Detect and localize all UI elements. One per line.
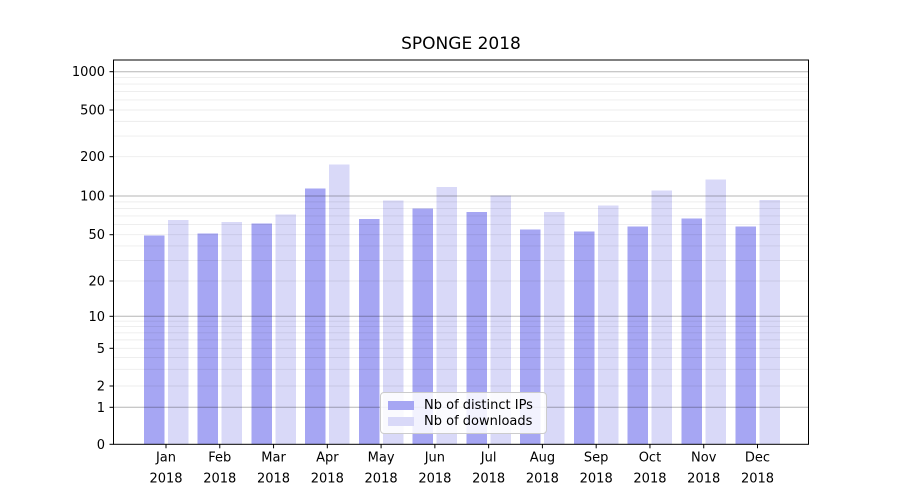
x-tick-label-month-feb: Feb	[208, 450, 231, 465]
x-tick-label-year-dec: 2018	[741, 471, 774, 486]
x-tick-label-month-sep: Sep	[584, 450, 609, 465]
x-tick-label-year-jun: 2018	[418, 471, 451, 486]
legend-label-distinct-ips: Nb of distinct IPs	[424, 398, 533, 413]
bar-ips-nov	[681, 218, 702, 445]
bar-downloads-jul	[490, 195, 511, 445]
bar-downloads-feb	[221, 221, 243, 445]
bar-ips-jul	[466, 212, 487, 445]
y-tick-label-500: 500	[80, 104, 105, 119]
bar-downloads-nov	[705, 179, 726, 445]
x-tick-label-year-oct: 2018	[633, 471, 666, 486]
bar-ips-oct	[627, 226, 649, 445]
bar-ips-may	[358, 219, 380, 445]
legend-swatch-distinct-ips-icon	[388, 400, 414, 411]
x-tick-label-month-may: May	[368, 450, 395, 465]
legend-swatch-downloads-icon	[388, 416, 414, 427]
y-tick-label-20: 20	[88, 275, 105, 290]
x-tick-label-year-jan: 2018	[149, 471, 182, 486]
y-tick-label-200: 200	[80, 150, 105, 165]
x-tick-label-month-dec: Dec	[745, 450, 770, 465]
bar-ips-mar	[251, 223, 272, 445]
bar-downloads-dec	[759, 200, 780, 445]
y-tick-label-1: 1	[97, 401, 105, 416]
x-tick-label-year-aug: 2018	[526, 471, 559, 486]
y-tick-label-5: 5	[97, 342, 105, 357]
bar-ips-dec	[735, 226, 756, 445]
x-tick-label-year-apr: 2018	[311, 471, 344, 486]
x-tick-label-month-jan: Jan	[155, 450, 176, 465]
bar-downloads-jan	[167, 220, 189, 445]
x-tick-label-year-jul: 2018	[472, 471, 505, 486]
bar-ips-feb	[197, 233, 219, 445]
legend: Nb of distinct IPs Nb of downloads	[380, 392, 547, 434]
y-tick-label-10: 10	[88, 310, 105, 325]
bar-downloads-mar	[275, 214, 296, 445]
y-tick-label-0: 0	[97, 438, 105, 453]
bar-ips-aug	[520, 229, 541, 445]
chart-title: SPONGE 2018	[401, 34, 521, 54]
y-tick-label-50: 50	[88, 228, 105, 243]
x-tick-label-month-jul: Jul	[480, 450, 497, 465]
bar-ips-jan	[143, 235, 165, 445]
x-tick-label-year-mar: 2018	[257, 471, 290, 486]
x-tick-label-month-mar: Mar	[261, 450, 286, 465]
x-tick-label-year-feb: 2018	[203, 471, 236, 486]
legend-entry-downloads: Nb of downloads	[388, 414, 538, 429]
legend-entry-distinct-ips: Nb of distinct IPs	[388, 398, 538, 413]
y-tick-label-1000: 1000	[72, 65, 105, 80]
x-tick-label-year-nov: 2018	[687, 471, 720, 486]
bar-downloads-jun	[436, 187, 458, 445]
bar-downloads-oct	[651, 190, 673, 445]
bar-ips-apr	[305, 188, 326, 445]
legend-label-downloads: Nb of downloads	[424, 414, 533, 429]
x-tick-label-year-sep: 2018	[580, 471, 613, 486]
x-tick-label-month-apr: Apr	[316, 450, 339, 465]
bar-ips-jun	[412, 208, 434, 445]
bar-downloads-aug	[544, 212, 565, 445]
x-tick-label-month-nov: Nov	[691, 450, 717, 465]
bar-downloads-may	[382, 200, 404, 445]
x-tick-label-month-jun: Jun	[424, 450, 445, 465]
bar-downloads-apr	[329, 164, 350, 445]
x-tick-label-month-aug: Aug	[530, 450, 555, 465]
y-tick-label-100: 100	[80, 190, 105, 205]
y-tick-label-2: 2	[97, 380, 105, 395]
axes-frame	[113, 59, 809, 445]
bar-ips-sep	[573, 231, 595, 445]
x-tick-label-month-oct: Oct	[639, 450, 661, 465]
bar-downloads-sep	[597, 205, 619, 445]
x-tick-label-year-may: 2018	[365, 471, 398, 486]
